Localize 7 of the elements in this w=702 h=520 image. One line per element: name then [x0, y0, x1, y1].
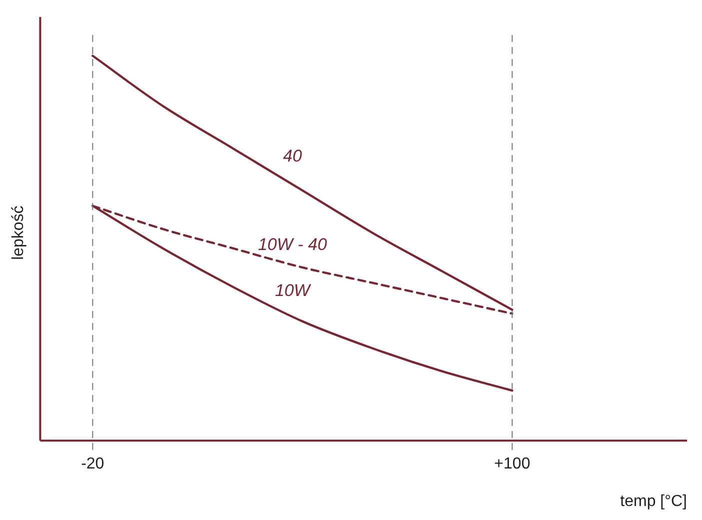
x-axis-title: temp [°C] — [620, 492, 687, 510]
x-tick-label: -20 — [81, 456, 104, 473]
series-label: 10W — [274, 281, 312, 300]
series-label: 10W - 40 — [258, 235, 328, 254]
y-axis-title: lepkość — [10, 206, 28, 260]
series-label: 40 — [282, 146, 302, 166]
x-tick-label: +100 — [494, 456, 530, 473]
